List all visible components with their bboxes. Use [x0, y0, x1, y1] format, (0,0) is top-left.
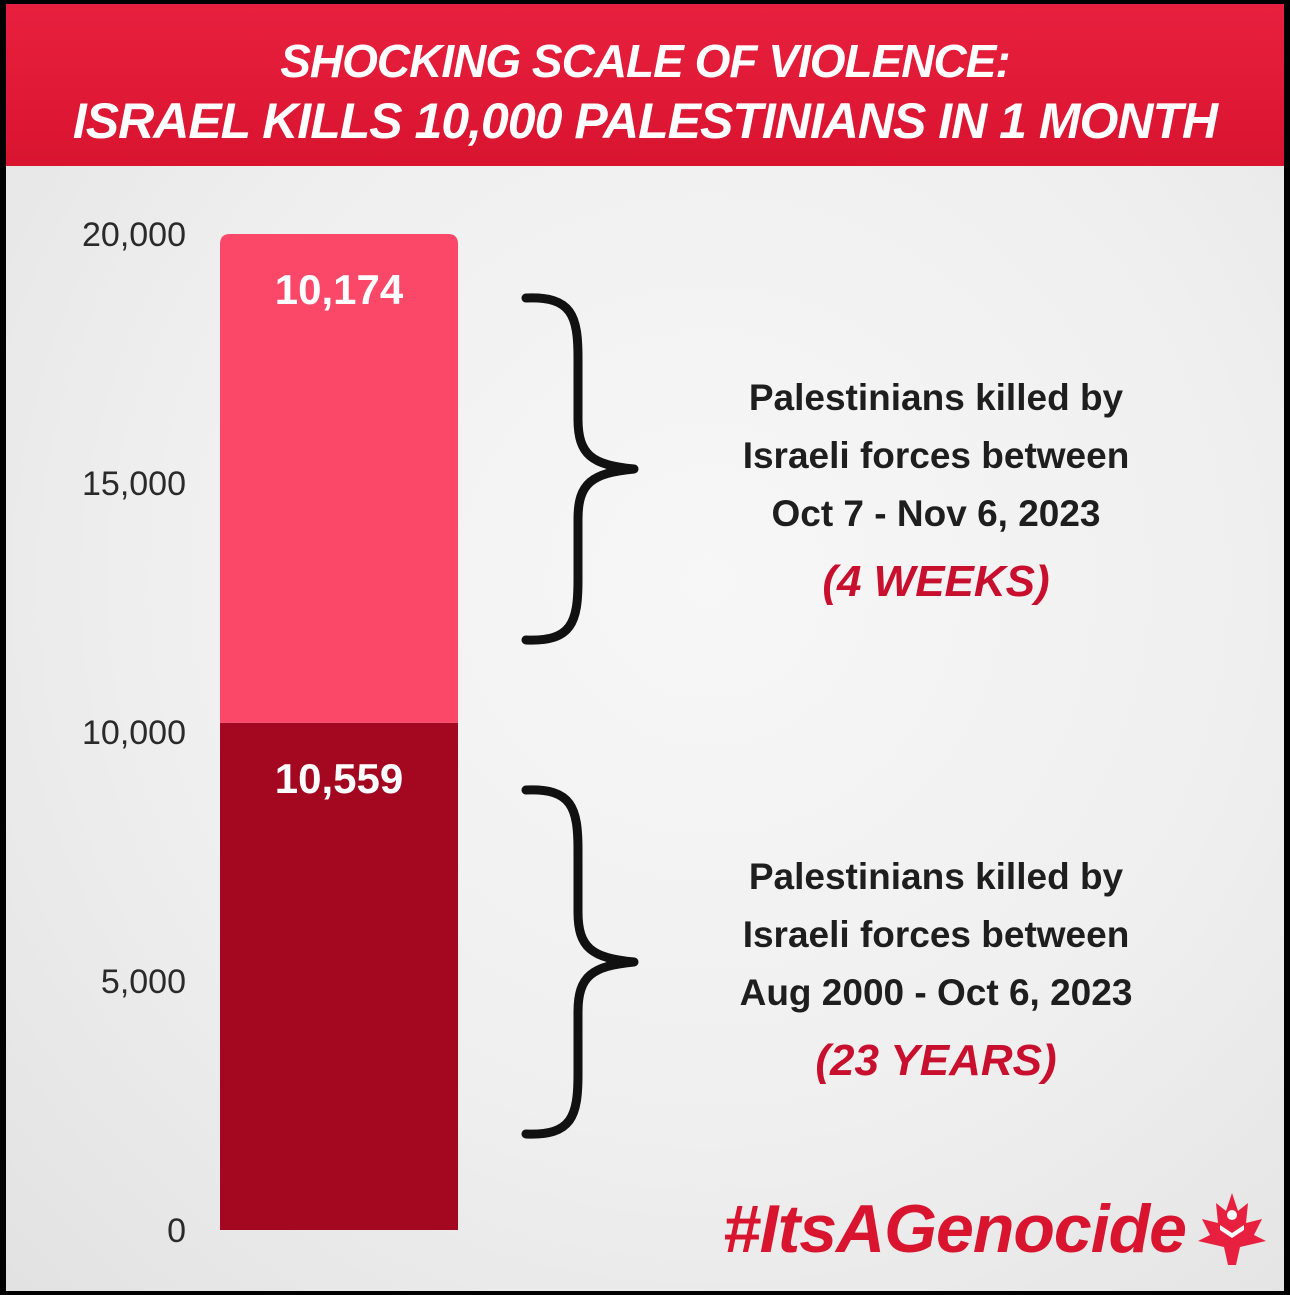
bar-label-recent: 10,174 — [275, 266, 404, 313]
bar-segment-historic — [220, 722, 458, 1230]
bar-label-historic: 10,559 — [275, 755, 403, 802]
hashtag-text: #ItsAGenocide — [722, 1191, 1187, 1267]
annotation-historic-line-1: Palestinians killed by — [748, 856, 1124, 897]
annotation-recent-duration: (4 WEEKS) — [822, 557, 1050, 606]
annotation-recent: Palestinians killed by Israeli forces be… — [656, 369, 1216, 621]
brace-recent — [521, 293, 639, 645]
title-line-2: ISRAEL KILLS 10,000 PALESTINIANS IN 1 MO… — [72, 93, 1218, 149]
header-banner: SHOCKING SCALE OF VIOLENCE: ISRAEL KILLS… — [6, 4, 1284, 166]
y-tick-label: 0 — [167, 1212, 186, 1250]
y-tick-label: 5,000 — [101, 963, 186, 1001]
annotation-recent-line-1: Palestinians killed by — [748, 377, 1124, 418]
y-tick-label: 20,000 — [82, 216, 186, 254]
y-tick-label: 15,000 — [82, 465, 186, 503]
title-line-1: SHOCKING SCALE OF VIOLENCE: — [280, 35, 1010, 87]
annotation-recent-line-3: Oct 7 - Nov 6, 2023 — [771, 493, 1101, 534]
annotation-recent-line-2: Israeli forces between — [742, 435, 1130, 476]
infographic-frame: SHOCKING SCALE OF VIOLENCE: ISRAEL KILLS… — [6, 4, 1284, 1291]
maple-leaf-logo-icon — [1198, 1193, 1266, 1265]
stacked-bar-chart: 0 5,000 10,000 15,000 20,000 10,559 10,174 — [82, 216, 639, 1250]
annotation-historic-duration: (23 YEARS) — [815, 1036, 1057, 1085]
annotation-historic: Palestinians killed by Israeli forces be… — [656, 848, 1216, 1100]
bar-segment-recent — [220, 234, 458, 723]
y-tick-label: 10,000 — [82, 714, 186, 752]
brace-historic — [521, 785, 639, 1139]
annotation-historic-line-2: Israeli forces between — [742, 914, 1130, 955]
annotation-historic-line-3: Aug 2000 - Oct 6, 2023 — [739, 972, 1133, 1013]
